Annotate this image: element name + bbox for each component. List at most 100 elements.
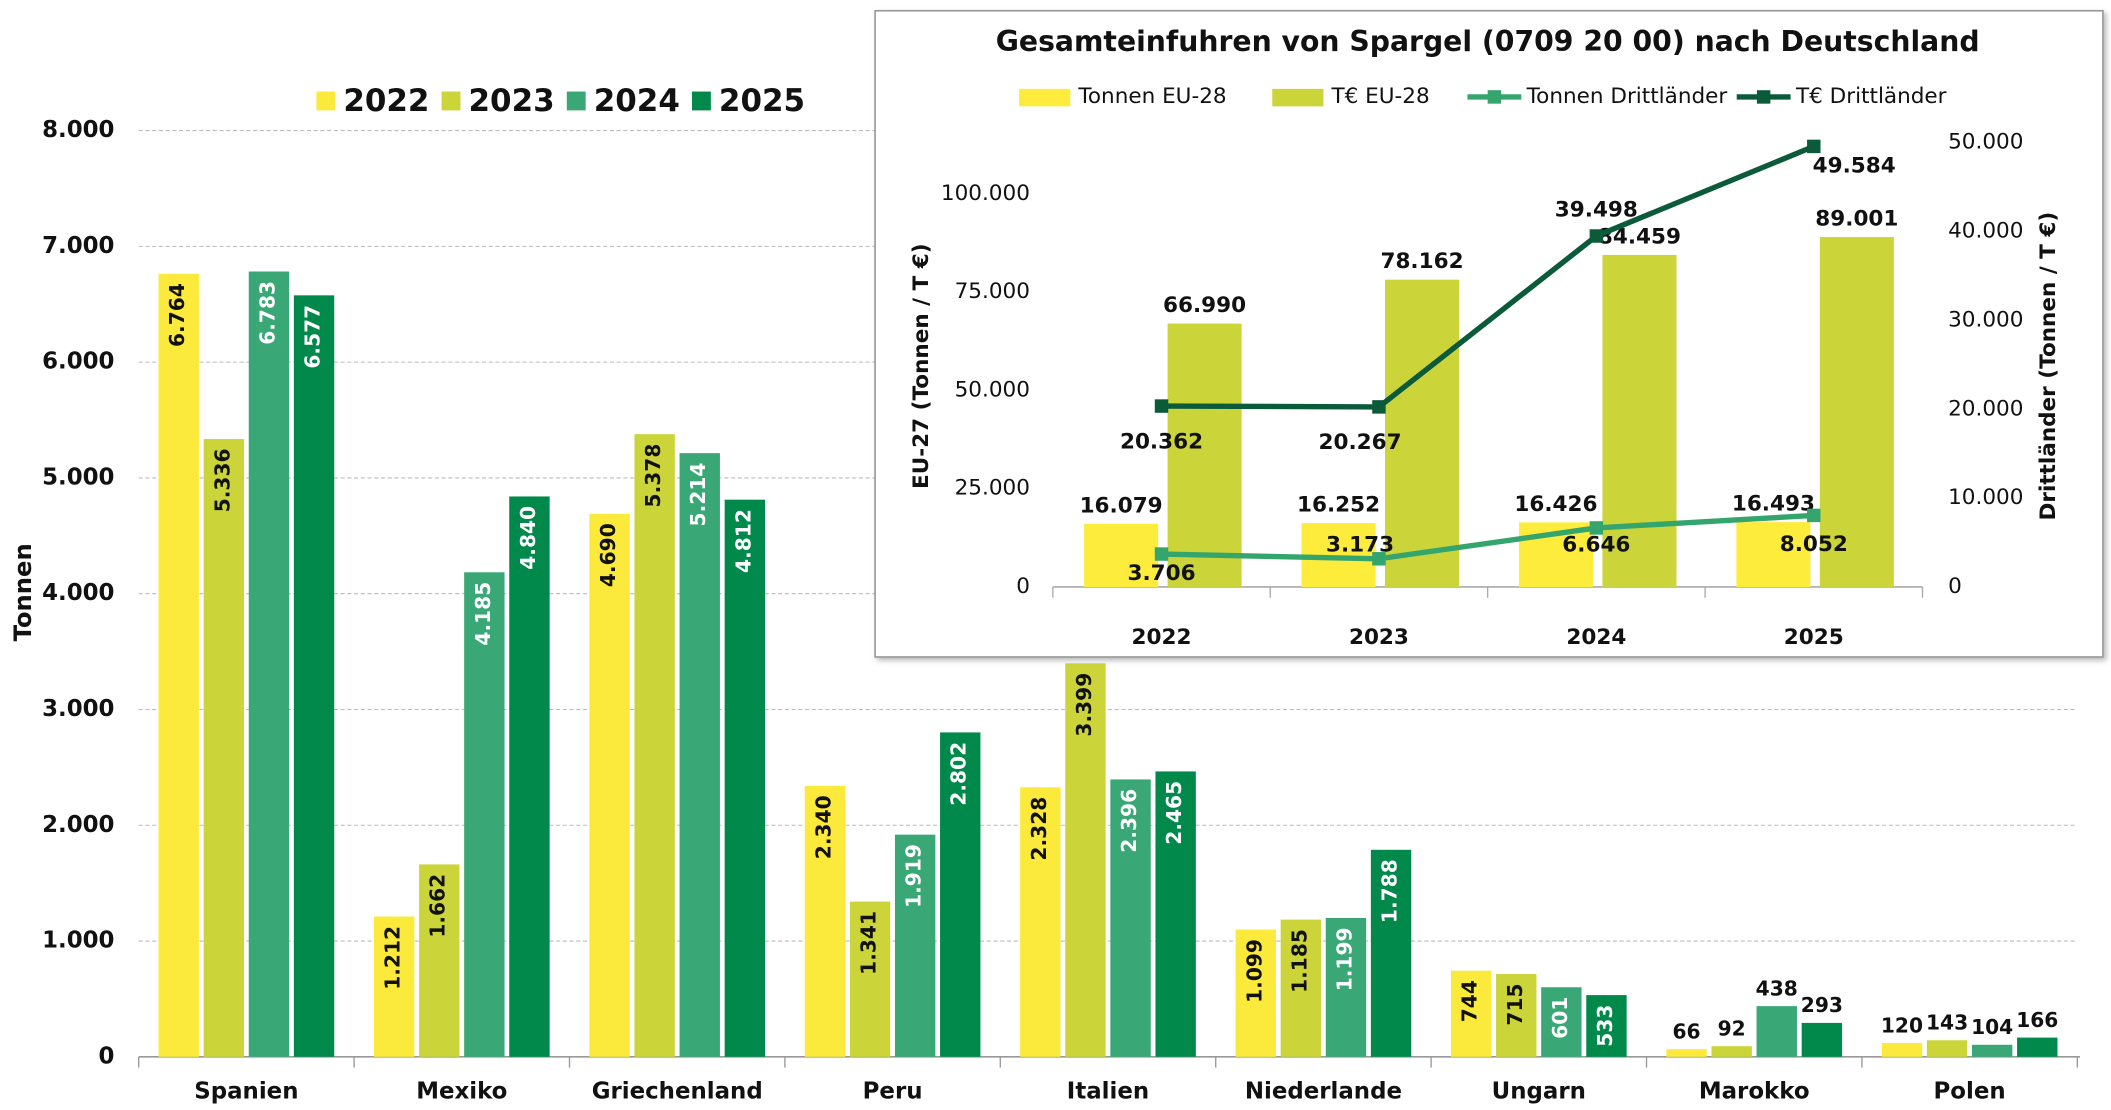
legend-swatch <box>316 91 336 111</box>
bar <box>1881 1042 1923 1057</box>
bar <box>804 785 846 1057</box>
bar <box>724 499 766 1057</box>
value-label: 49.584 <box>1813 154 1896 179</box>
bar <box>940 732 981 1057</box>
bar <box>1496 974 1537 1057</box>
value-label: 1.199 <box>1332 927 1356 991</box>
value-label: 715 <box>1503 983 1527 1025</box>
y-tick-label: 50.000 <box>955 377 1030 402</box>
value-label: 438 <box>1756 976 1798 1000</box>
value-label: 4.690 <box>596 523 620 587</box>
legend-swatch <box>441 91 461 111</box>
value-label: 1.212 <box>381 926 405 990</box>
value-label: 20.267 <box>1319 430 1402 455</box>
bar <box>509 496 550 1057</box>
line-marker <box>1154 547 1169 561</box>
bar <box>293 295 335 1057</box>
value-label: 6.646 <box>1562 532 1630 557</box>
value-label: 1.341 <box>857 911 881 975</box>
line-marker <box>1154 399 1169 413</box>
bar <box>1801 1022 1843 1057</box>
y-axis-label: EU-27 (Tonnen / T €) <box>909 243 934 488</box>
legend-label: 2022 <box>343 83 429 119</box>
line-marker <box>1589 229 1604 243</box>
bar <box>1065 663 1106 1057</box>
bar <box>464 572 505 1057</box>
y-tick-label: 5.000 <box>42 464 114 490</box>
value-label: 6.764 <box>165 283 189 347</box>
value-label: 1.185 <box>1287 929 1311 993</box>
value-label: 601 <box>1548 997 1572 1039</box>
value-label: 16.079 <box>1080 493 1163 518</box>
value-label: 16.493 <box>1732 492 1815 517</box>
y-tick-label: 6.000 <box>42 349 114 375</box>
y2-tick-label: 20.000 <box>1948 396 2023 421</box>
value-label: 120 <box>1881 1013 1923 1037</box>
legend-label: 2025 <box>719 83 805 119</box>
line-marker <box>1807 508 1821 523</box>
value-label: 5.378 <box>641 444 665 508</box>
inset-chart: Gesamteinfuhren von Spargel (0709 20 00)… <box>874 9 2104 658</box>
y-tick-label: 8.000 <box>42 117 114 143</box>
x-tick-label: Mexiko <box>416 1078 507 1104</box>
value-label: 92 <box>1718 1017 1746 1041</box>
legend-label: T€ EU-28 <box>1330 84 1429 109</box>
bar <box>419 864 460 1057</box>
legend-label: 2023 <box>469 83 555 119</box>
x-tick-label: 2024 <box>1566 625 1626 650</box>
value-label: 3.706 <box>1127 561 1195 586</box>
value-label: 1.919 <box>902 844 926 908</box>
bar <box>1370 849 1412 1057</box>
value-label: 3.399 <box>1072 673 1096 737</box>
y-tick-label: 3.000 <box>42 696 114 722</box>
x-tick-label: Spanien <box>194 1078 298 1104</box>
value-label: 78.162 <box>1380 249 1463 274</box>
value-label: 2.396 <box>1117 789 1141 853</box>
value-label: 533 <box>1593 1005 1617 1047</box>
y2-tick-label: 30.000 <box>1948 307 2023 332</box>
bar <box>2017 1037 2058 1057</box>
line-marker <box>1807 139 1821 154</box>
value-label: 2.465 <box>1162 781 1186 845</box>
bar <box>1084 523 1159 587</box>
bar <box>1586 995 1627 1057</box>
y-tick-label: 100.000 <box>941 181 1030 206</box>
value-label: 6.577 <box>301 305 325 369</box>
value-label: 3.173 <box>1326 532 1394 557</box>
bar <box>589 513 630 1057</box>
y-tick-label: 25.000 <box>955 476 1030 501</box>
y2-axis-label: Drittländer (Tonnen / T €) <box>2036 212 2061 521</box>
bar <box>679 453 720 1057</box>
legend-swatch <box>1019 88 1071 107</box>
bar <box>1167 323 1242 587</box>
bar <box>1325 918 1367 1057</box>
y2-tick-label: 10.000 <box>1948 485 2023 510</box>
line-marker <box>1589 521 1604 535</box>
legend-label: Tonnen EU-28 <box>1077 84 1226 109</box>
inset-frame <box>874 9 2104 658</box>
x-tick-label: Ungarn <box>1492 1078 1586 1104</box>
y-axis-label: Tonnen <box>9 543 37 641</box>
x-tick-label: 2022 <box>1132 625 1192 650</box>
value-label: 1.788 <box>1378 859 1402 923</box>
value-label: 89.001 <box>1815 207 1898 232</box>
value-label: 2.340 <box>811 795 835 859</box>
value-label: 6.783 <box>255 281 279 345</box>
series-line <box>1161 512 1814 562</box>
x-tick-label: Griechenland <box>592 1078 763 1104</box>
value-label: 66 <box>1673 1020 1701 1044</box>
legend-swatch <box>692 91 711 111</box>
value-label: 16.252 <box>1297 493 1380 518</box>
legend-swatch <box>566 91 586 111</box>
value-label: 4.812 <box>731 509 755 573</box>
y-tick-label: 4.000 <box>42 580 114 606</box>
bar <box>203 439 245 1057</box>
line-marker <box>1372 400 1386 414</box>
bar <box>1926 1040 1968 1057</box>
legend-swatch <box>1272 88 1324 107</box>
bar <box>1155 771 1196 1057</box>
bar <box>1280 919 1322 1057</box>
value-label: 39.498 <box>1555 197 1638 222</box>
value-label: 744 <box>1458 980 1482 1022</box>
